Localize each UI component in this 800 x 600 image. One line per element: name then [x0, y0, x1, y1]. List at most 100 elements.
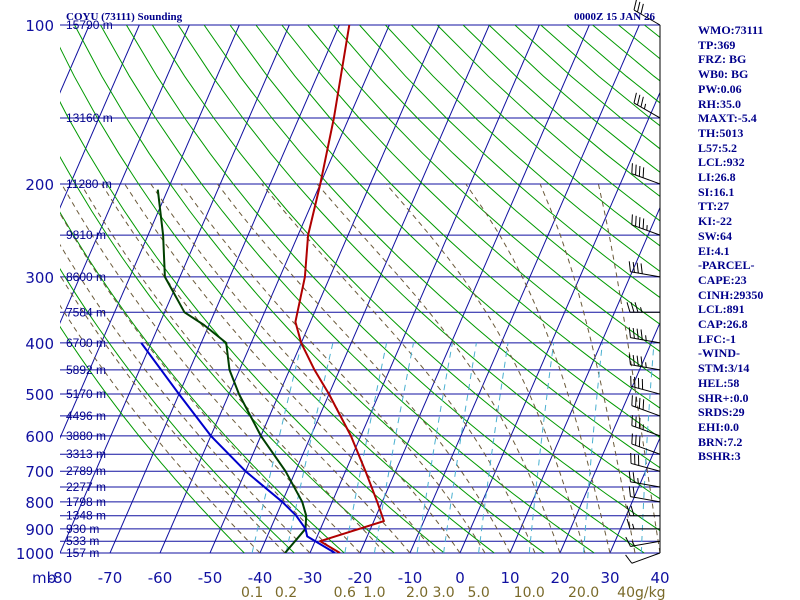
wind-barb-feather	[633, 92, 637, 104]
mixing-ratio-line	[416, 342, 453, 553]
wind-barb-feather	[640, 356, 643, 367]
wind-barb-staff	[631, 405, 661, 417]
stat-item: LCL:891	[698, 302, 745, 317]
pressure-axis: 100 200 300 400 500 600 700 800 900 1000	[16, 17, 54, 563]
wind-barb	[625, 552, 661, 564]
wind-barb	[631, 415, 661, 437]
wind-barb-half-feather	[632, 523, 635, 529]
mixing-ratio-lines	[251, 342, 655, 553]
wind-barb-half-feather	[645, 362, 647, 368]
wind-barb-feather	[642, 218, 645, 229]
wind-barb-feather	[628, 261, 631, 272]
isotherm-line	[60, 25, 240, 440]
wind-barb-feather	[640, 3, 644, 15]
stat-item: MAXT:-5.4	[698, 111, 757, 126]
stat-item: SW:64	[698, 228, 733, 243]
height-labels: 15790 m 13160 m 11280 m 9810 m 8600 m 7584 m 6…	[66, 18, 113, 560]
wind-barb-feather	[640, 96, 644, 108]
height-label: 5892 m	[66, 363, 106, 377]
stat-item: WMO:73111	[698, 23, 764, 37]
sounding-indices-panel: WMO:73111 TP:369 FRZ: BG WB0: BG PW:0.06 RH:3…	[698, 23, 798, 464]
stat-item: SRDS:29	[698, 405, 745, 420]
stat-item: -PARCEL-	[698, 258, 755, 273]
isotherm-line	[309, 25, 540, 553]
stat-item: LCL:932	[698, 155, 745, 170]
pressure-tick-label: 300	[25, 269, 54, 287]
wind-barb	[631, 395, 661, 417]
wind-barb-feather	[626, 518, 631, 529]
dry-adiabat-line	[410, 25, 660, 247]
pressure-tick-label: 800	[25, 494, 54, 512]
wind-barb-feather	[632, 472, 635, 483]
dry-adiabat-line	[307, 25, 660, 353]
pressure-tick-label: 100	[25, 17, 54, 35]
moist-adiabat-line	[60, 304, 261, 553]
wind-barb-feather	[638, 217, 641, 228]
wind-barb-staff	[630, 481, 661, 488]
temperature-axis: -80 -70 -60 -50 -40 -30 -20 -10 0 10 20 30 40	[48, 569, 670, 587]
height-label: 6700 m	[66, 336, 106, 350]
pressure-tick-label: 900	[25, 521, 54, 539]
isotherm-line	[259, 25, 490, 553]
wind-barb-feather	[636, 94, 641, 106]
wind-barb-staff	[630, 385, 661, 395]
mixing-ratio-line	[443, 342, 477, 553]
pressure-tick-label: 400	[25, 335, 54, 353]
wind-barb-feather	[636, 1, 641, 13]
dry-adiabat-line	[385, 25, 660, 272]
stat-item: LFC:-1	[698, 331, 736, 346]
pressure-tick-label: 200	[25, 176, 54, 194]
pressure-tick-label: 700	[25, 463, 54, 481]
wind-barb-feather	[628, 486, 631, 497]
height-label: 533 m	[66, 534, 99, 548]
temperature-tick-label: 20	[550, 569, 569, 587]
stat-item: TT:27	[698, 199, 730, 214]
height-label: 4496 m	[66, 409, 106, 423]
wind-barb	[631, 433, 661, 455]
moist-adiabat-line	[60, 212, 336, 553]
dry-adiabat-line	[255, 25, 660, 409]
wind-barb-feather	[631, 214, 633, 225]
stat-item: -WIND-	[698, 346, 740, 361]
wind-barb-staff	[633, 9, 661, 26]
height-label: 1348 m	[66, 509, 106, 523]
mixing-ratio-line	[583, 342, 603, 553]
temperature-tick-label: -70	[98, 569, 123, 587]
wind-barb-feather	[632, 261, 635, 273]
moist-adiabat-line	[60, 243, 311, 553]
wind-barb-feather	[630, 302, 635, 313]
pressure-tick-label: 1000	[16, 545, 54, 563]
dry-adiabat-line	[359, 25, 660, 299]
wind-barb-feather	[635, 416, 637, 428]
mixing-ratio-label: 10.0	[514, 585, 545, 600]
height-label: 9810 m	[66, 228, 106, 242]
mixing-ratio-line	[251, 342, 303, 553]
wind-barb	[633, 0, 661, 26]
moist-adiabat-line	[385, 183, 586, 553]
wind-barb	[633, 92, 661, 119]
stat-item: PW:0.06	[698, 81, 742, 96]
pressure-tick-label: 600	[25, 428, 54, 446]
height-label: 1798 m	[66, 495, 106, 509]
wind-barb-staff	[631, 552, 661, 564]
temperature-tick-label: -20	[348, 569, 373, 587]
moist-adiabat-line	[61, 183, 361, 553]
height-label: 2277 m	[66, 480, 106, 494]
pressure-tick-label: 500	[25, 386, 54, 404]
wind-barb-half-feather	[637, 477, 639, 484]
wind-barb	[630, 375, 661, 395]
stat-item: LI:26.8	[698, 170, 736, 185]
wind-barb-feather	[631, 163, 633, 174]
mixing-ratio-line	[285, 342, 334, 553]
wind-barb	[625, 536, 661, 547]
stat-item: L57:5.2	[698, 140, 737, 155]
moist-adiabat-line	[80, 183, 386, 553]
temperature-tick-label: -60	[148, 569, 173, 587]
dewpoint-trace	[156, 189, 308, 553]
wind-barb-feather	[636, 355, 639, 367]
dry-adiabat-line	[203, 25, 660, 469]
wind-barb-feather	[631, 415, 633, 426]
wind-barb-feather	[626, 302, 631, 313]
isotherm-line	[109, 25, 340, 553]
